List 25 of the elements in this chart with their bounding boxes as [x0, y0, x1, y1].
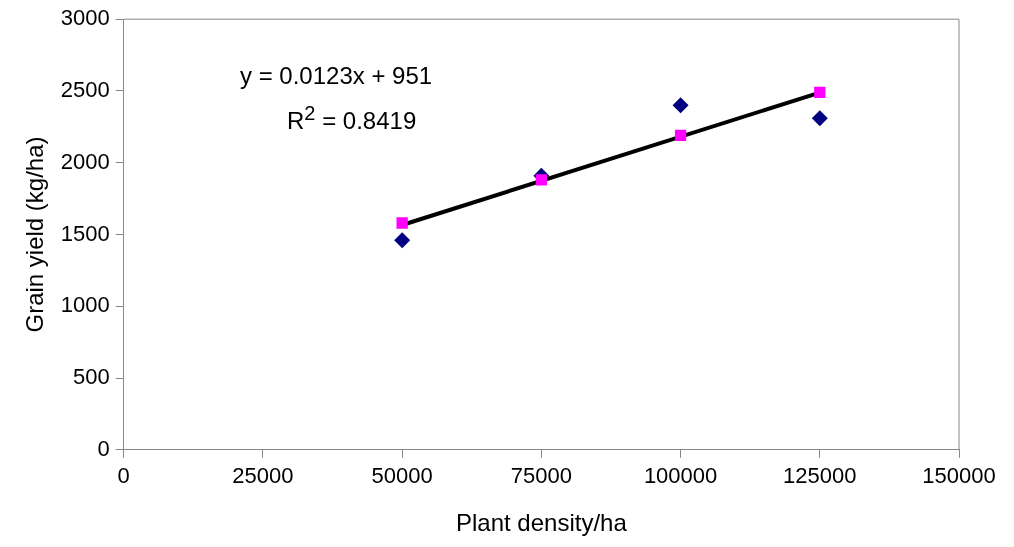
y-tick-label: 1500 — [60, 220, 110, 246]
y-axis-title: Grain yield (kg/ha) — [21, 136, 49, 333]
x-axis-title: Plant density/ha — [455, 509, 628, 537]
y-tick-label: 2000 — [60, 148, 110, 174]
point — [394, 232, 411, 249]
point — [672, 97, 689, 114]
point — [396, 217, 408, 229]
x-tick-label: 150000 — [922, 463, 996, 489]
y-tick-label: 1000 — [60, 292, 110, 318]
x-tick-label: 100000 — [643, 463, 718, 489]
y-tick-label: 500 — [73, 364, 110, 390]
x-tick-label: 50000 — [371, 463, 433, 489]
y-tick-label: 3000 — [60, 5, 110, 31]
y-tick-label: 0 — [97, 435, 110, 461]
x-tick-label: 125000 — [783, 463, 857, 489]
x-tick-label: 25000 — [232, 463, 294, 489]
point — [674, 129, 687, 142]
x-tick-label: 75000 — [510, 463, 572, 489]
x-tick-label: 0 — [117, 463, 130, 489]
point — [814, 86, 826, 99]
point — [535, 174, 548, 186]
y-tick-label: 2500 — [60, 77, 110, 103]
annotation: y = 0.0123x + 951 — [240, 62, 433, 90]
point — [811, 110, 828, 127]
annotation: R$^{2}$ = 0.8419 — [287, 102, 417, 135]
